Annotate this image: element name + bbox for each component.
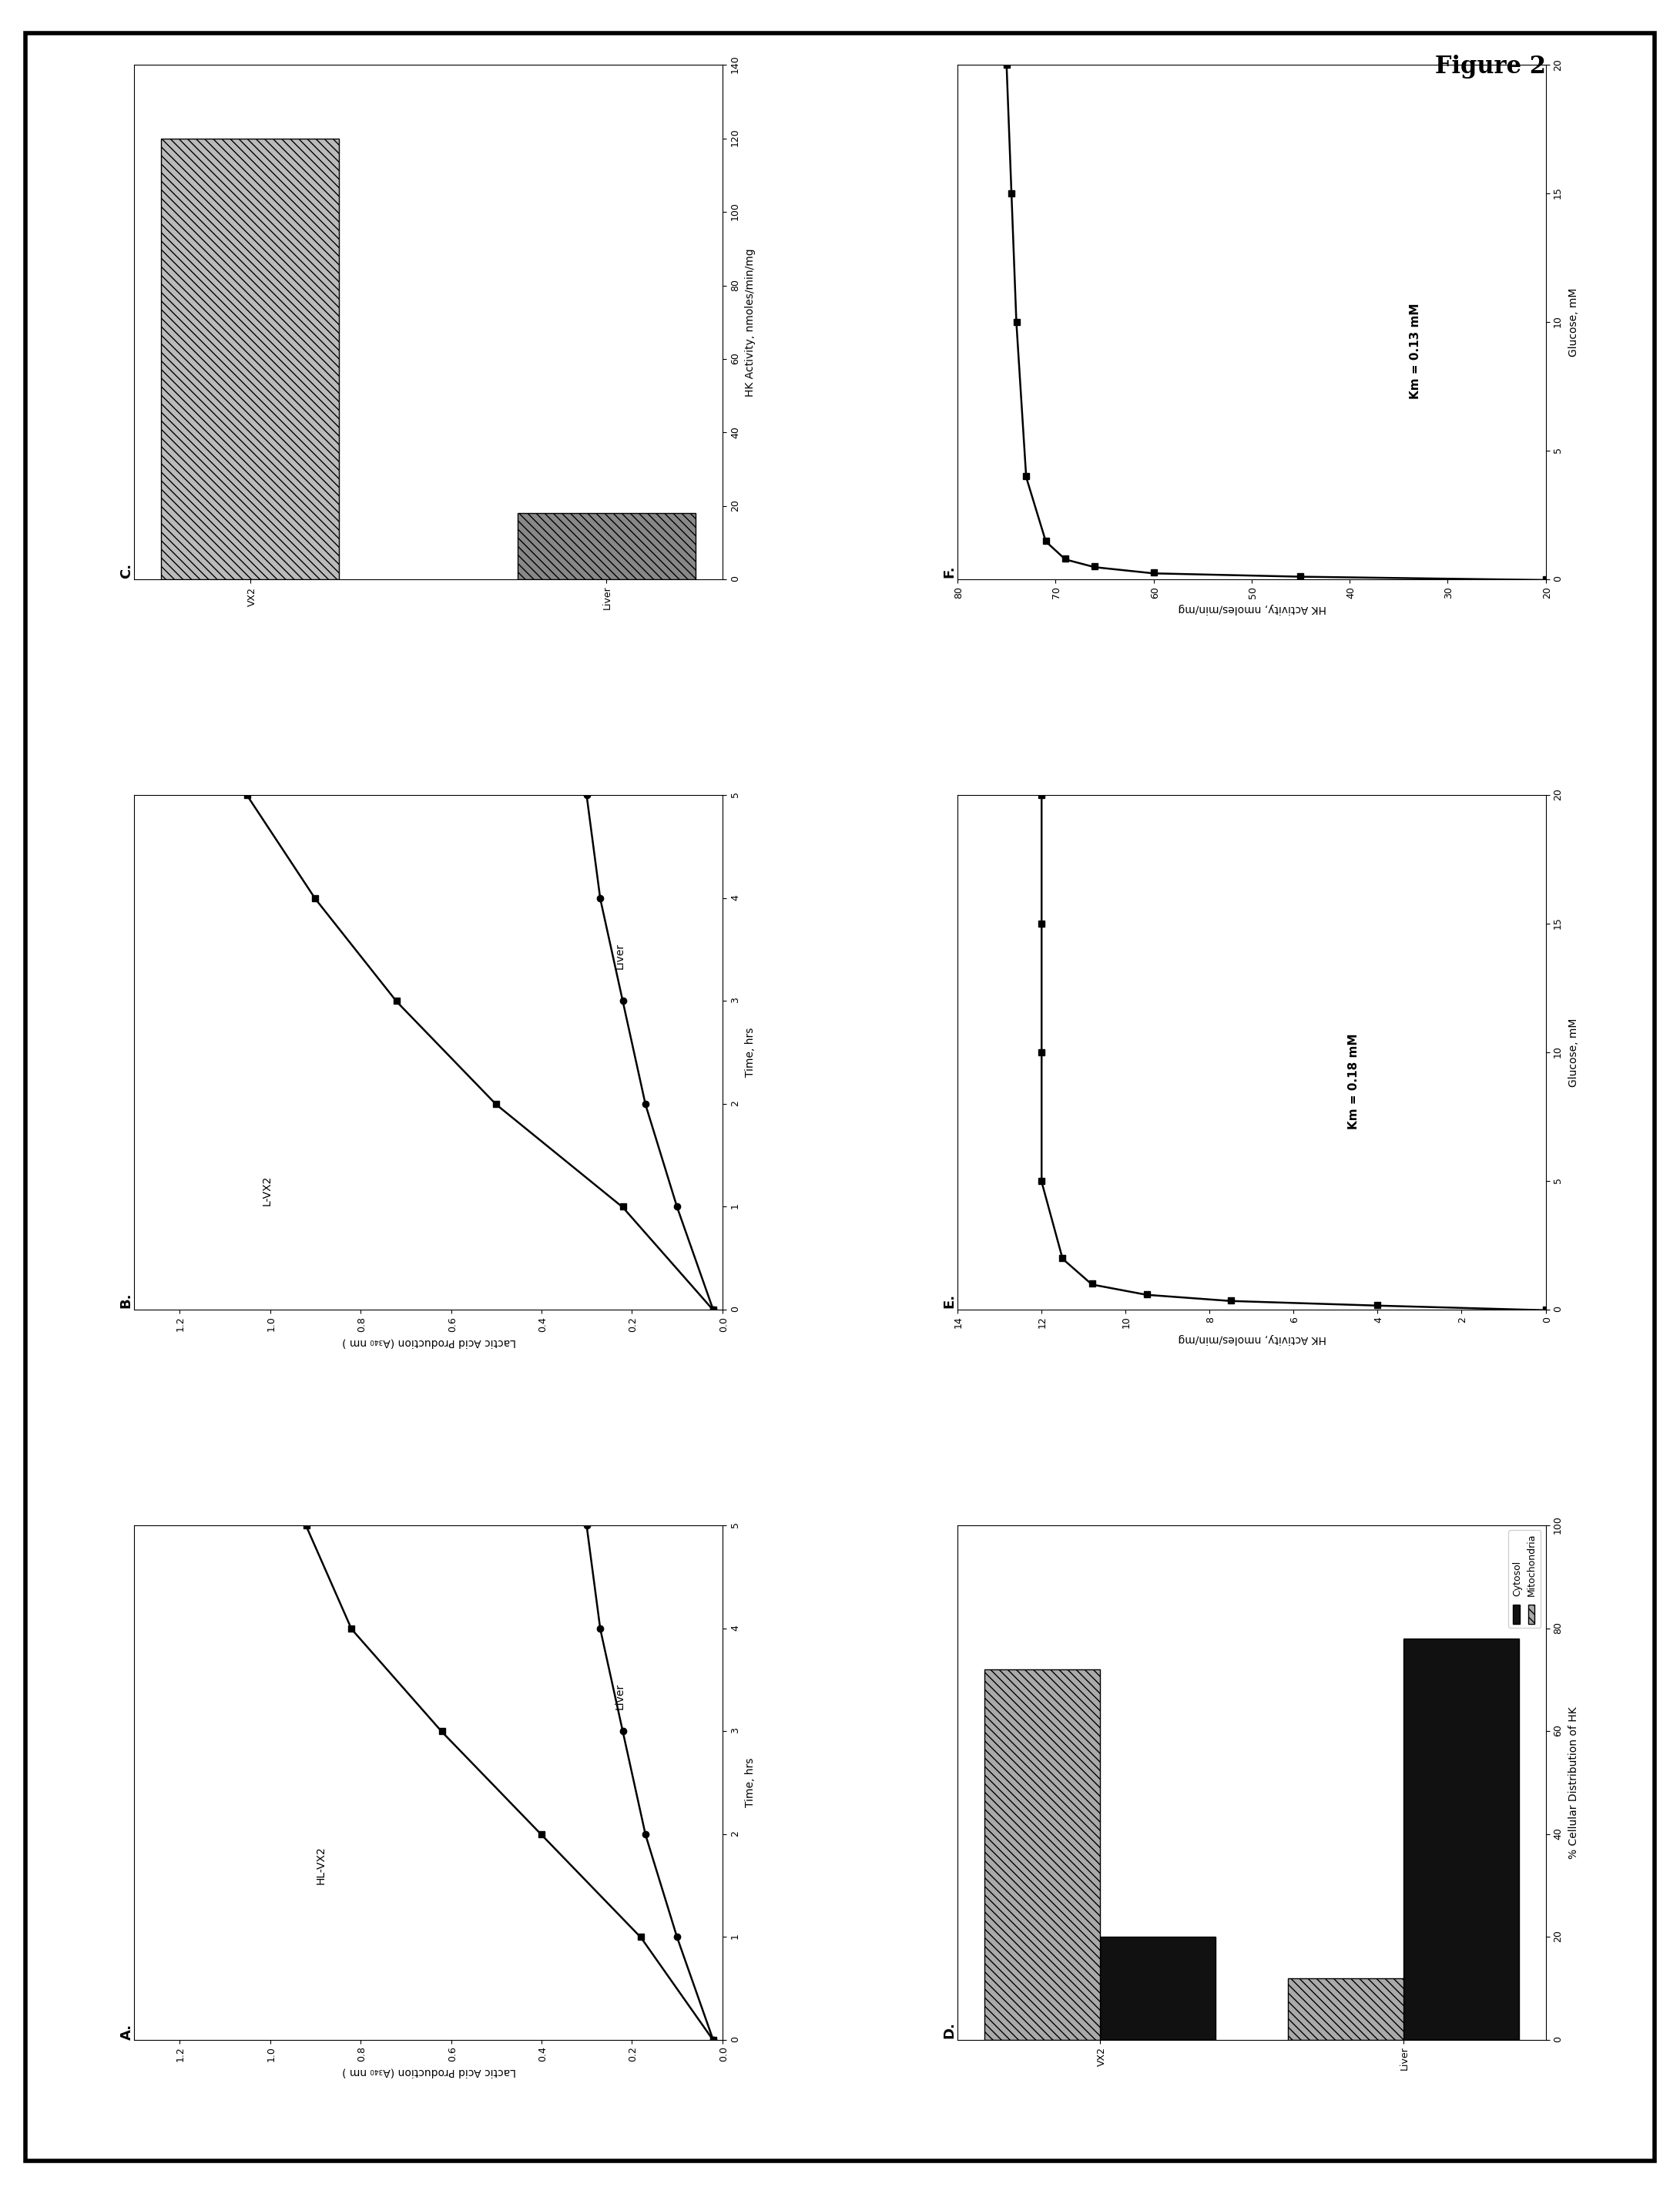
Text: Figure 2: Figure 2 (1435, 55, 1546, 79)
